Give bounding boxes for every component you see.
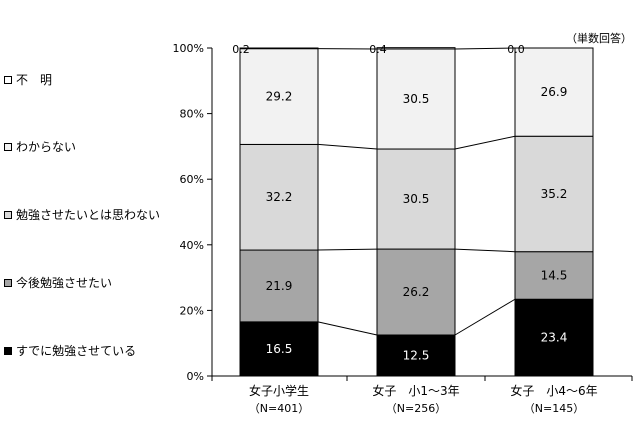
data-label-unknown: 0.0 — [507, 43, 525, 56]
legend-swatch-dont-know — [4, 142, 12, 151]
bar-segment — [239, 48, 319, 145]
data-label: 32.2 — [266, 190, 293, 204]
category-label: 女子小学生 — [249, 383, 309, 398]
data-label: 16.5 — [266, 342, 293, 356]
bar-segment — [239, 249, 319, 323]
data-label: 21.9 — [266, 279, 293, 293]
data-label-unknown: 0.2 — [232, 43, 250, 56]
bar-segment — [239, 321, 319, 377]
y-tick-label: 100% — [173, 42, 204, 55]
y-tick-label: 0% — [187, 370, 204, 383]
legend-label-want-future: 今後勉強させたい — [16, 276, 113, 290]
legend-label-not-want: 勉強させたいとは思わない — [16, 208, 161, 222]
legend-item-unknown: 不 明 — [4, 71, 52, 88]
legend-swatch-not-want — [4, 210, 12, 219]
data-label: 14.5 — [541, 268, 568, 282]
category-sublabel: （N=256） — [386, 402, 446, 415]
series-connector-line — [317, 143, 378, 150]
series-connector-line — [454, 298, 516, 336]
series-connector-line — [454, 248, 516, 253]
y-tick-label: 40% — [180, 239, 204, 252]
legend: 不 明 わからない 勉強させたいとは思わない 今後勉強させたい すでに勉強させて… — [4, 0, 204, 426]
legend-swatch-unknown — [4, 75, 12, 84]
data-label: 23.4 — [541, 331, 568, 345]
data-label: 26.2 — [403, 285, 430, 299]
response-type-note: （単数回答） — [566, 32, 632, 45]
legend-label-already: すでに勉強させている — [16, 344, 137, 358]
bar-segment — [376, 47, 456, 50]
legend-label-dont-know: わからない — [16, 140, 77, 154]
series-connector-line — [454, 135, 516, 150]
legend-swatch-already — [4, 346, 12, 355]
category-label: 女子 小1～3年 — [372, 383, 459, 398]
y-tick-label: 20% — [180, 304, 204, 317]
bar-segment — [376, 48, 456, 150]
series-connector-line — [317, 248, 378, 251]
bar-segment — [376, 248, 456, 336]
data-label-unknown: 0.4 — [369, 43, 387, 56]
category-sublabel: （N=401） — [249, 402, 309, 415]
series-connector-line — [454, 47, 516, 50]
data-label: 26.9 — [541, 85, 568, 99]
legend-swatch-want-future — [4, 278, 12, 287]
bar-segment — [514, 251, 594, 300]
legend-item-dont-know: わからない — [4, 138, 76, 155]
bar-segment — [239, 47, 319, 50]
bar-segment — [376, 334, 456, 377]
legend-item-want-future: 今後勉強させたい — [4, 274, 112, 291]
bar-segment — [514, 47, 594, 137]
y-tick-label: 60% — [180, 173, 204, 186]
bar-segment — [514, 135, 594, 253]
bar-segment — [514, 298, 594, 377]
legend-label-unknown: 不 明 — [16, 73, 53, 87]
data-label: 29.2 — [266, 90, 293, 104]
y-tick-label: 80% — [180, 108, 204, 121]
series-connector-line — [317, 321, 378, 336]
data-label: 12.5 — [403, 349, 430, 363]
bar-segment — [239, 143, 319, 251]
legend-item-already: すでに勉強させている — [4, 342, 136, 359]
category-sublabel: （N=145） — [524, 402, 584, 415]
data-label: 35.2 — [541, 187, 568, 201]
category-label: 女子 小4～6年 — [510, 383, 597, 398]
data-label: 30.5 — [403, 192, 430, 206]
data-label: 30.5 — [403, 92, 430, 106]
legend-item-not-want: 勉強させたいとは思わない — [4, 206, 160, 223]
